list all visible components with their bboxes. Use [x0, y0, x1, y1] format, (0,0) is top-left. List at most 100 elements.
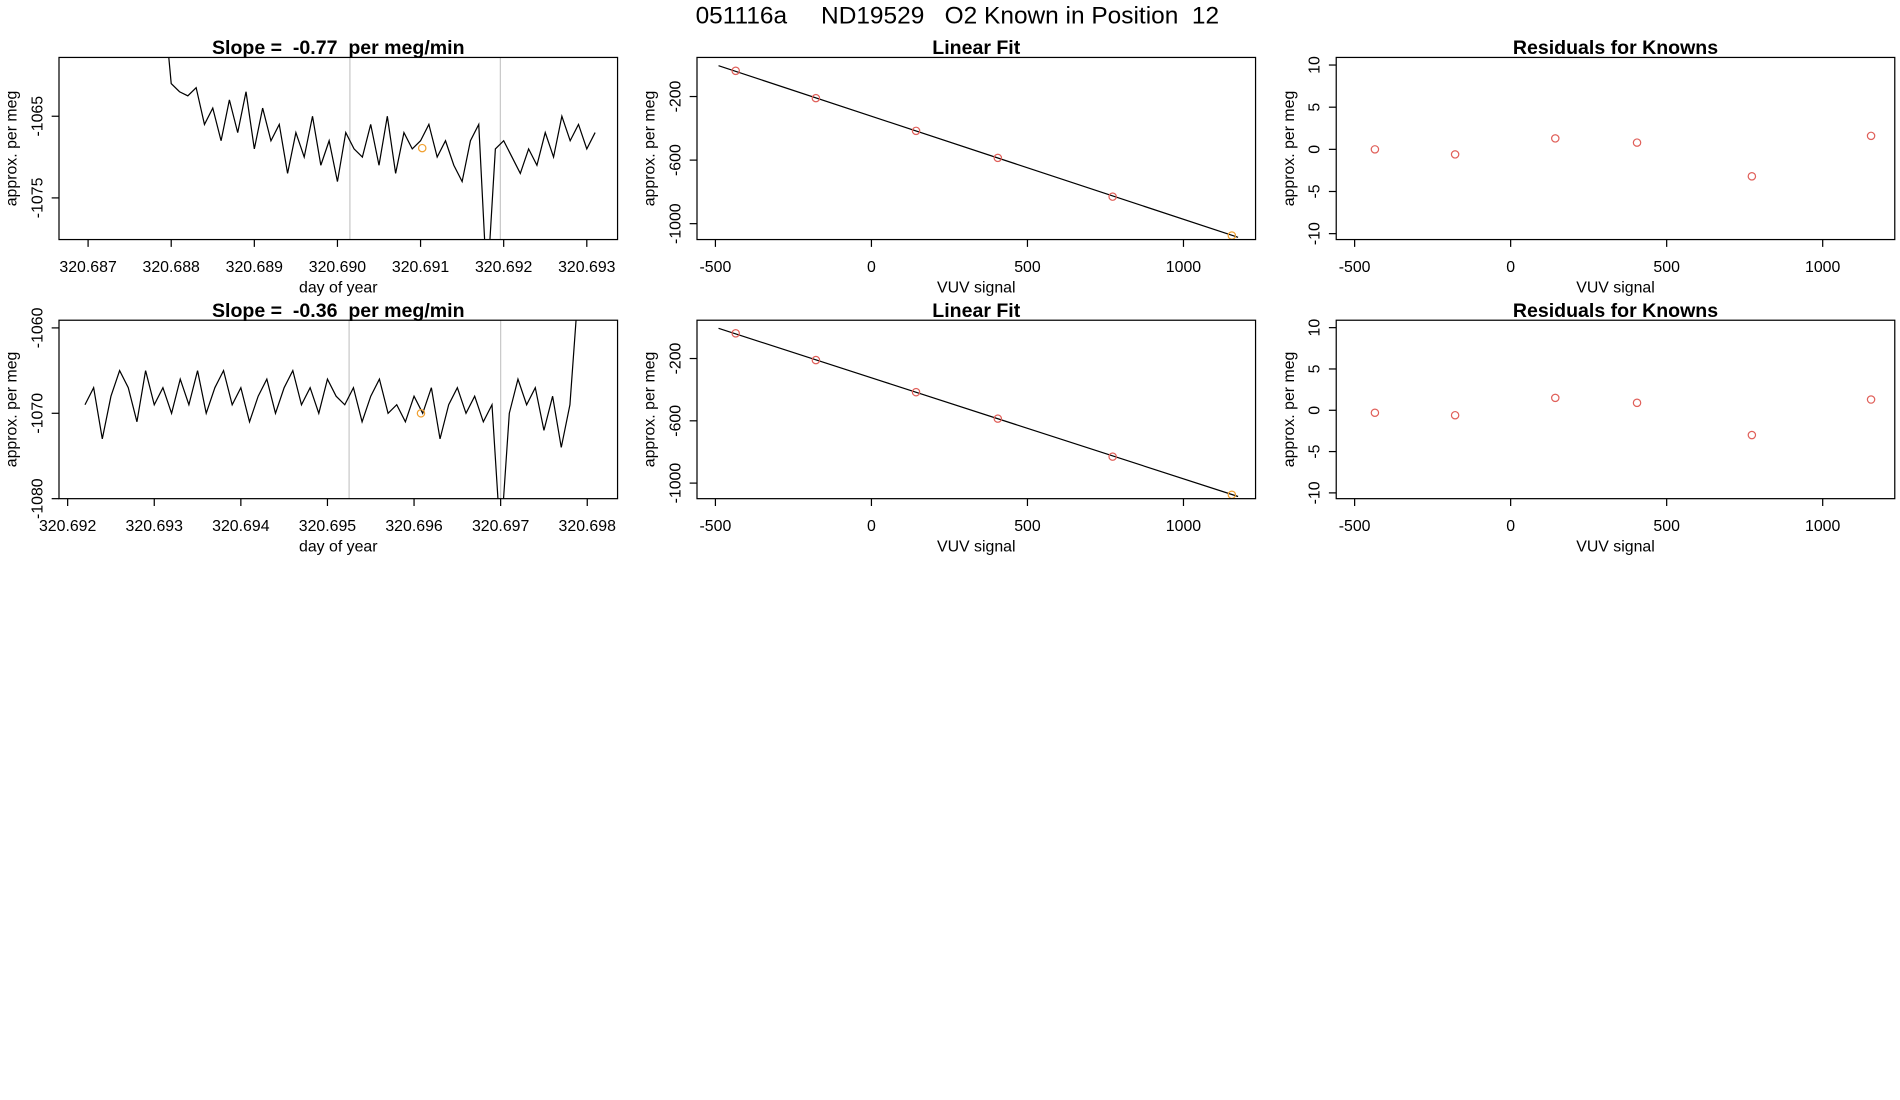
x-tick-label: 1000: [1166, 259, 1201, 276]
data-line: [168, 57, 596, 240]
plot-frame: [58, 56, 619, 241]
y-tick-label: -200: [667, 342, 684, 374]
point: [911, 126, 921, 136]
y-axis-label: approx. per meg: [642, 91, 659, 207]
point: [1370, 145, 1380, 154]
x-tick-label: 320.692: [39, 518, 97, 535]
x-tick-label: 1000: [1805, 259, 1840, 276]
plot-frame: [1335, 319, 1896, 500]
plot-area: [1370, 131, 1876, 181]
x-tick-label: 0: [867, 259, 876, 276]
x-tick-label: 320.692: [475, 259, 533, 276]
point: [993, 153, 1003, 163]
plot-frame: [58, 319, 619, 500]
point: [993, 414, 1003, 423]
y-tick-label: -5: [1307, 444, 1324, 458]
data-line: [84, 320, 577, 499]
panel: Residuals for Knowns VUV signal approx. pe…: [1281, 37, 1896, 297]
highlight-point: [416, 409, 426, 418]
y-axis-label: approx. per meg: [4, 352, 21, 468]
x-tick-label: 320.688: [143, 259, 201, 276]
y-tick-label: -1000: [667, 463, 684, 504]
point: [1866, 131, 1876, 141]
panel: Linear Fit VUV signal approx. per meg -500 0…: [642, 37, 1257, 297]
x-tick-label: 500: [1653, 259, 1680, 276]
x-tick-label: 320.694: [212, 518, 270, 535]
panel-title: Residuals for Knowns: [1513, 300, 1718, 322]
x-tick-label: -500: [1339, 259, 1371, 276]
x-tick-label: 320.691: [392, 259, 450, 276]
y-tick-label: -200: [667, 80, 684, 112]
point: [1550, 134, 1560, 143]
point: [1632, 398, 1642, 408]
x-tick-label: -500: [700, 518, 732, 535]
highlight-point: [417, 143, 427, 153]
panel: Residuals for Knowns VUV signal approx. pe…: [1281, 300, 1896, 556]
x-tick-label: 320.693: [126, 518, 184, 535]
plot-area: [84, 320, 577, 499]
panel-title: Linear Fit: [932, 37, 1020, 59]
x-tick-label: 320.695: [299, 518, 357, 535]
y-tick-label: 5: [1307, 364, 1324, 373]
point: [1108, 452, 1117, 461]
y-tick-label: -5: [1307, 184, 1324, 198]
panel-title: Linear Fit: [932, 300, 1020, 322]
y-axis-label: approx. per meg: [1281, 91, 1298, 207]
x-axis-label: VUV signal: [1576, 539, 1655, 556]
plot-frame: [696, 56, 1257, 241]
point: [1747, 172, 1757, 181]
x-tick-label: 0: [1506, 518, 1515, 535]
x-tick-label: 1000: [1805, 518, 1840, 535]
x-tick-label: 500: [1014, 518, 1041, 535]
point: [1108, 192, 1117, 201]
panel-title: Slope = -0.77 per meg/min: [212, 37, 465, 59]
y-tick-label: -1075: [29, 177, 46, 218]
x-tick-label: 320.697: [472, 518, 530, 535]
y-tick-label: -10: [1307, 222, 1324, 245]
point: [811, 93, 821, 103]
x-axis-label: day of year: [299, 280, 378, 297]
y-tick-label: 10: [1307, 56, 1324, 74]
y-axis-label: approx. per meg: [642, 352, 659, 468]
y-tick-label: 0: [1307, 406, 1324, 415]
point: [1747, 430, 1757, 440]
y-axis-label: approx. per meg: [4, 91, 21, 207]
point: [811, 355, 821, 365]
x-tick-label: 0: [867, 518, 876, 535]
x-tick-label: 320.689: [226, 259, 284, 276]
point: [1632, 138, 1642, 147]
y-tick-label: 10: [1307, 319, 1324, 337]
plot-area: [718, 65, 1239, 240]
fit-line: [718, 65, 1239, 238]
y-tick-label: -600: [667, 144, 684, 176]
point: [911, 387, 921, 397]
x-tick-label: 320.698: [559, 518, 617, 535]
plot-area: [718, 327, 1239, 499]
x-tick-label: 0: [1506, 259, 1515, 276]
x-axis-label: day of year: [299, 539, 378, 556]
panel: Slope = -0.77 per meg/min day of year appr…: [4, 37, 619, 297]
x-tick-label: 320.693: [558, 259, 616, 276]
y-tick-label: 5: [1307, 103, 1324, 112]
x-tick-label: 500: [1014, 259, 1041, 276]
plot-area: [1370, 393, 1876, 440]
point: [1450, 410, 1460, 420]
x-axis-label: VUV signal: [937, 280, 1016, 297]
plot-frame: [1335, 56, 1896, 241]
panel: Slope = -0.36 per meg/min day of year appr…: [4, 300, 619, 556]
panel: Linear Fit VUV signal approx. per meg -500 0…: [642, 300, 1257, 556]
plot-area: [168, 57, 596, 240]
x-tick-label: -500: [700, 259, 732, 276]
panel-title: Slope = -0.36 per meg/min: [212, 300, 465, 322]
x-axis-label: VUV signal: [937, 539, 1016, 556]
point: [731, 66, 740, 76]
y-tick-label: -1065: [29, 96, 46, 137]
main-title: 051116a ND19529 O2 Known in Position 12: [696, 3, 1219, 30]
point: [1450, 150, 1460, 159]
y-tick-label: -1060: [29, 307, 46, 348]
x-axis-label: VUV signal: [1576, 280, 1655, 297]
panel-title: Residuals for Knowns: [1513, 37, 1718, 59]
y-tick-label: -10: [1307, 481, 1324, 504]
point: [1550, 393, 1560, 403]
